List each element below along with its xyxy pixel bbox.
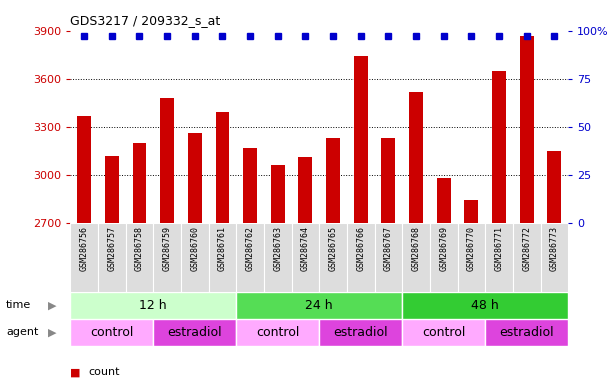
- Text: control: control: [422, 326, 466, 339]
- Text: GSM286759: GSM286759: [163, 226, 172, 271]
- Bar: [299, 157, 312, 223]
- Bar: [160, 98, 174, 223]
- Text: GDS3217 / 209332_s_at: GDS3217 / 209332_s_at: [70, 14, 221, 27]
- FancyBboxPatch shape: [402, 292, 568, 319]
- Text: control: control: [90, 326, 133, 339]
- Bar: [409, 91, 423, 223]
- FancyBboxPatch shape: [70, 223, 98, 292]
- Bar: [133, 143, 147, 223]
- FancyBboxPatch shape: [458, 223, 485, 292]
- Bar: [216, 112, 229, 223]
- Bar: [243, 147, 257, 223]
- Text: GSM286768: GSM286768: [412, 226, 420, 271]
- Text: estradiol: estradiol: [334, 326, 388, 339]
- Text: GSM286769: GSM286769: [439, 226, 448, 271]
- Bar: [105, 156, 119, 223]
- FancyBboxPatch shape: [98, 223, 126, 292]
- Text: GSM286767: GSM286767: [384, 226, 393, 271]
- Text: 12 h: 12 h: [139, 299, 167, 312]
- Text: GSM286757: GSM286757: [108, 226, 116, 271]
- Text: time: time: [6, 300, 31, 310]
- Text: GSM286764: GSM286764: [301, 226, 310, 271]
- Text: estradiol: estradiol: [167, 326, 222, 339]
- Bar: [354, 56, 368, 223]
- FancyBboxPatch shape: [70, 292, 236, 319]
- Text: estradiol: estradiol: [499, 326, 554, 339]
- Text: GSM286772: GSM286772: [522, 226, 531, 271]
- FancyBboxPatch shape: [513, 223, 541, 292]
- Bar: [520, 36, 533, 223]
- FancyBboxPatch shape: [320, 319, 402, 346]
- Text: ■: ■: [70, 367, 81, 377]
- FancyBboxPatch shape: [320, 223, 347, 292]
- Bar: [464, 200, 478, 223]
- Text: 24 h: 24 h: [306, 299, 333, 312]
- Text: ▶: ▶: [48, 327, 56, 337]
- Bar: [492, 71, 506, 223]
- Text: ▶: ▶: [48, 300, 56, 310]
- Bar: [77, 116, 91, 223]
- FancyBboxPatch shape: [153, 319, 236, 346]
- Bar: [326, 138, 340, 223]
- FancyBboxPatch shape: [208, 223, 236, 292]
- FancyBboxPatch shape: [236, 319, 320, 346]
- FancyBboxPatch shape: [430, 223, 458, 292]
- FancyBboxPatch shape: [70, 319, 153, 346]
- FancyBboxPatch shape: [347, 223, 375, 292]
- FancyBboxPatch shape: [485, 319, 568, 346]
- Text: GSM286758: GSM286758: [135, 226, 144, 271]
- Bar: [188, 133, 202, 223]
- FancyBboxPatch shape: [485, 223, 513, 292]
- FancyBboxPatch shape: [126, 223, 153, 292]
- FancyBboxPatch shape: [236, 292, 402, 319]
- Text: GSM286760: GSM286760: [190, 226, 199, 271]
- Text: GSM286763: GSM286763: [273, 226, 282, 271]
- FancyBboxPatch shape: [402, 223, 430, 292]
- Text: control: control: [256, 326, 299, 339]
- Bar: [547, 151, 562, 223]
- Bar: [381, 138, 395, 223]
- Text: GSM286770: GSM286770: [467, 226, 476, 271]
- Text: agent: agent: [6, 327, 38, 337]
- Text: count: count: [89, 367, 120, 377]
- FancyBboxPatch shape: [153, 223, 181, 292]
- FancyBboxPatch shape: [264, 223, 291, 292]
- FancyBboxPatch shape: [375, 223, 402, 292]
- Text: 48 h: 48 h: [471, 299, 499, 312]
- FancyBboxPatch shape: [236, 223, 264, 292]
- Bar: [437, 178, 451, 223]
- Text: GSM286761: GSM286761: [218, 226, 227, 271]
- FancyBboxPatch shape: [291, 223, 320, 292]
- Bar: [271, 165, 285, 223]
- FancyBboxPatch shape: [181, 223, 208, 292]
- Text: GSM286766: GSM286766: [356, 226, 365, 271]
- FancyBboxPatch shape: [541, 223, 568, 292]
- FancyBboxPatch shape: [402, 319, 485, 346]
- Text: GSM286773: GSM286773: [550, 226, 559, 271]
- Text: GSM286756: GSM286756: [79, 226, 89, 271]
- Text: GSM286762: GSM286762: [246, 226, 255, 271]
- Text: GSM286765: GSM286765: [329, 226, 338, 271]
- Text: GSM286771: GSM286771: [494, 226, 503, 271]
